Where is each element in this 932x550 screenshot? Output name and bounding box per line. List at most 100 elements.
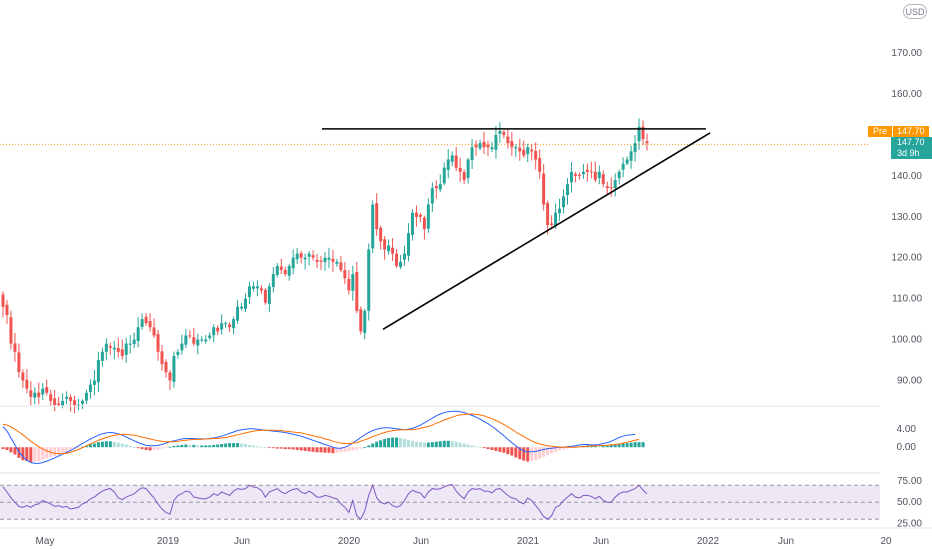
candlestick-series [1, 118, 649, 414]
macd-histogram-bar [172, 445, 176, 448]
candle-body [104, 343, 108, 352]
candle-body [605, 186, 609, 189]
time-tick-label: Jun [778, 536, 794, 547]
candle-body [315, 259, 319, 262]
candle-body [625, 159, 629, 164]
macd-histogram-bar [65, 447, 69, 452]
rsi-line [2, 483, 648, 521]
macd-histogram-bar [275, 447, 279, 449]
candle-body [176, 351, 180, 355]
currency-badge[interactable]: USD [903, 4, 927, 19]
macd-histogram-bar [438, 441, 442, 448]
candle-body [192, 337, 196, 344]
macd-histogram-bar [482, 447, 486, 449]
candle-body [597, 171, 601, 179]
candle-body [490, 147, 494, 150]
macd-histogram-bar [1, 447, 5, 450]
price-tick-label: 130.00 [891, 212, 922, 223]
candle-body [307, 253, 311, 257]
candle-body [438, 184, 442, 190]
candle-body [577, 174, 581, 176]
macd-histogram-bar [506, 447, 510, 455]
candle-body [399, 261, 403, 268]
macd-histogram-bar [220, 444, 224, 448]
macd-histogram-bar [295, 447, 299, 450]
candle-body [243, 298, 247, 309]
candle-body [303, 257, 307, 260]
candle-body [494, 135, 498, 150]
candle-body [379, 227, 383, 242]
candle-body [25, 379, 29, 389]
macd-line [2, 410, 636, 464]
candle-body [140, 319, 144, 327]
macd-histogram-bar [13, 447, 17, 455]
candle-body [259, 288, 263, 291]
candle-body [69, 397, 73, 401]
candle-body [37, 392, 41, 397]
candle-body [534, 151, 538, 160]
macd-histogram-bar [148, 447, 152, 451]
macd-histogram-bar [542, 447, 546, 457]
macd-histogram-bar [629, 442, 633, 448]
macd-histogram-bar [621, 443, 625, 448]
time-tick-label: 20 [880, 536, 892, 547]
macd-histogram-bar [267, 447, 271, 449]
candle-body [562, 196, 566, 208]
macd-histogram-bar [311, 447, 315, 452]
macd-histogram-bar [546, 447, 550, 456]
candle-body [363, 310, 367, 334]
candle-body [474, 144, 478, 148]
macd-histogram-bar [601, 445, 605, 448]
macd-histogram-bar [494, 447, 498, 451]
macd-histogram-bar [474, 446, 478, 448]
macd-histogram-bar [526, 447, 530, 462]
macd-histogram-bar [287, 447, 291, 450]
candle-body [343, 270, 347, 279]
macd-histogram-bar [228, 443, 232, 448]
macd-histogram-bar [192, 444, 196, 448]
macd-histogram-bar [641, 442, 645, 448]
macd-histogram-bar [486, 447, 490, 450]
candle-body [29, 390, 33, 397]
candle-body [263, 289, 267, 303]
candle-body [375, 203, 379, 230]
macd-histogram [1, 437, 645, 462]
macd-histogram-bar [116, 442, 120, 448]
macd-histogram-bar [558, 447, 562, 451]
time-tick-label: 2020 [338, 536, 361, 547]
macd-histogram-bar [104, 441, 108, 448]
candle-body [514, 147, 518, 149]
candle-body [482, 141, 486, 148]
macd-histogram-bar [530, 447, 534, 462]
candle-body [466, 159, 470, 178]
macd-histogram-bar [514, 447, 518, 458]
macd-histogram-bar [144, 447, 148, 450]
candle-body [339, 262, 343, 270]
candle-body [645, 141, 649, 144]
candle-body [633, 143, 637, 153]
candle-body [593, 171, 597, 180]
candle-body [637, 126, 641, 142]
macd-histogram-bar [236, 443, 240, 448]
candle-body [204, 339, 208, 342]
macd-histogram-bar [462, 443, 466, 448]
candle-body [462, 171, 466, 180]
candle-body [395, 253, 399, 266]
macd-histogram-bar [442, 440, 446, 448]
candle-body [414, 212, 418, 217]
macd-histogram-bar [255, 446, 259, 448]
macd-histogram-bar [208, 445, 212, 448]
candle-body [92, 380, 96, 385]
macd-histogram-bar [367, 445, 371, 448]
macd-histogram-bar [550, 447, 554, 454]
macd-histogram-bar [403, 438, 407, 448]
macd-histogram-bar [57, 447, 61, 455]
macd-histogram-bar [180, 444, 184, 448]
support-trendline[interactable] [382, 132, 711, 331]
macd-histogram-bar [355, 447, 359, 450]
rsi-tick-label: 75.00 [897, 476, 922, 487]
candle-body [502, 131, 506, 135]
macd-histogram-bar [383, 438, 387, 448]
candle-body [120, 349, 124, 356]
